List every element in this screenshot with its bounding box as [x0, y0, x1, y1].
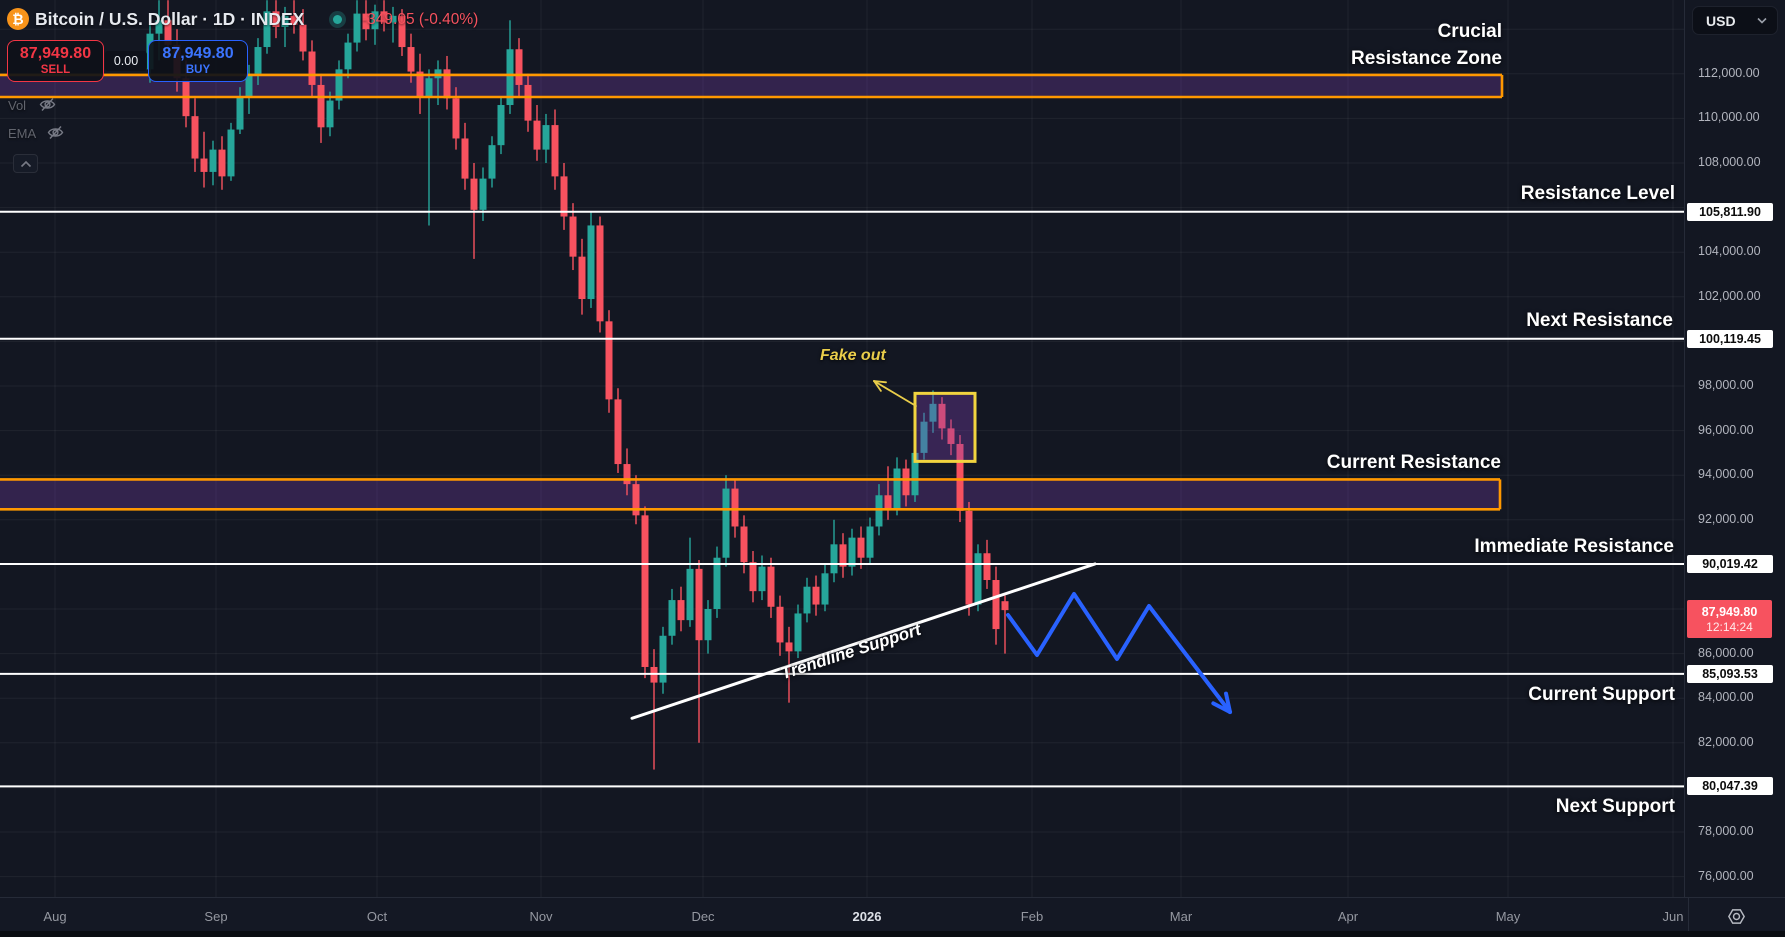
time-tick: Feb: [1020, 909, 1044, 924]
price-tick: 98,000.00: [1698, 378, 1754, 392]
price-axis[interactable]: 112,000.00 110,000.00 108,000.00 104,000.00…: [1684, 0, 1785, 897]
time-tick: 2026: [852, 909, 882, 924]
zone-label-1: Current Resistance: [1326, 452, 1501, 473]
price-tick: 102,000.00: [1698, 288, 1761, 303]
price-tick: 112,000.00: [1698, 65, 1760, 80]
sell-price: 87,949.80: [19, 45, 92, 62]
level-label-3: Current Support: [1528, 684, 1675, 705]
level-label-4: Next Support: [1555, 796, 1675, 817]
price-level-badge: 90,019.42: [1687, 554, 1773, 573]
price-tick: 82,000.00: [1698, 734, 1754, 749]
volume-indicator-label: Vol: [8, 98, 27, 113]
buy-price: 87,949.80: [162, 45, 234, 62]
ema-indicator-label: EMA: [8, 126, 37, 141]
buy-label: BUY: [185, 64, 211, 76]
spread-value: 0.00: [105, 51, 147, 71]
collapse-panel-button[interactable]: [13, 154, 38, 173]
price-level-badge: 85,093.53: [1687, 664, 1773, 683]
fakeout-annotation-label[interactable]: Fake out: [820, 347, 886, 364]
time-tick: May: [1495, 909, 1521, 924]
currency-dropdown[interactable]: USD: [1692, 6, 1778, 35]
volume-visibility-eye-off-icon[interactable]: [38, 96, 57, 118]
price-tick: 76,000.00: [1698, 868, 1754, 883]
price-tick: 86,000.00: [1698, 645, 1754, 660]
price-tick: 84,000.00: [1698, 690, 1754, 705]
currency-value: USD: [1706, 12, 1736, 29]
price-level-badge: 105,811.90: [1687, 202, 1773, 221]
market-status-icon: [329, 11, 346, 28]
time-tick: Jun: [1662, 909, 1684, 924]
sell-label: SELL: [40, 64, 71, 76]
zone-label-0: Crucial Resistance Zone: [1351, 21, 1502, 69]
price-tick: 94,000.00: [1698, 467, 1754, 482]
gear-icon: [1727, 908, 1745, 924]
time-tick: Aug: [43, 909, 67, 924]
time-tick: Dec: [691, 909, 715, 924]
chart-settings-button[interactable]: [1722, 902, 1750, 930]
current-price-badge: 87,949.80 12:14:24: [1687, 600, 1772, 639]
level-label-1: Next Resistance: [1526, 310, 1673, 331]
price-tick: 96,000.00: [1698, 422, 1754, 437]
bitcoin-icon: ₿: [7, 8, 29, 30]
time-tick: Oct: [366, 909, 388, 924]
time-tick: Sep: [204, 909, 228, 924]
market-open-dot: [333, 15, 342, 24]
ema-visibility-eye-off-icon[interactable]: [46, 124, 65, 146]
price-level-badge: 100,119.45: [1687, 329, 1773, 348]
price-change-text: -349.05 (-0.40%): [362, 11, 479, 28]
level-label-2: Immediate Resistance: [1474, 536, 1674, 557]
time-tick: Apr: [1337, 909, 1359, 924]
price-level-badge: 80,047.39: [1687, 777, 1773, 796]
axis-corner-divider: [1688, 898, 1689, 937]
window-bottom-edge: [0, 931, 1785, 937]
buy-button[interactable]: 87,949.80 BUY: [148, 40, 248, 82]
price-tick: 78,000.00: [1698, 824, 1754, 838]
time-axis[interactable]: Aug Sep Oct Nov Dec 2026 Feb Mar Apr May Jun: [0, 897, 1785, 937]
time-tick: Mar: [1169, 909, 1193, 924]
level-label-0: Resistance Level: [1520, 183, 1675, 204]
price-tick: 110,000.00: [1698, 110, 1760, 125]
price-tick: 104,000.00: [1698, 244, 1761, 259]
price-tick: 108,000.00: [1698, 155, 1761, 169]
sell-button[interactable]: 87,949.80 SELL: [7, 40, 104, 82]
price-tick: 92,000.00: [1698, 511, 1754, 526]
symbol-title[interactable]: Bitcoin / U.S. Dollar · 1D · INDEX: [35, 9, 305, 29]
chevron-down-icon: [1757, 17, 1767, 24]
time-tick: Nov: [529, 909, 553, 924]
